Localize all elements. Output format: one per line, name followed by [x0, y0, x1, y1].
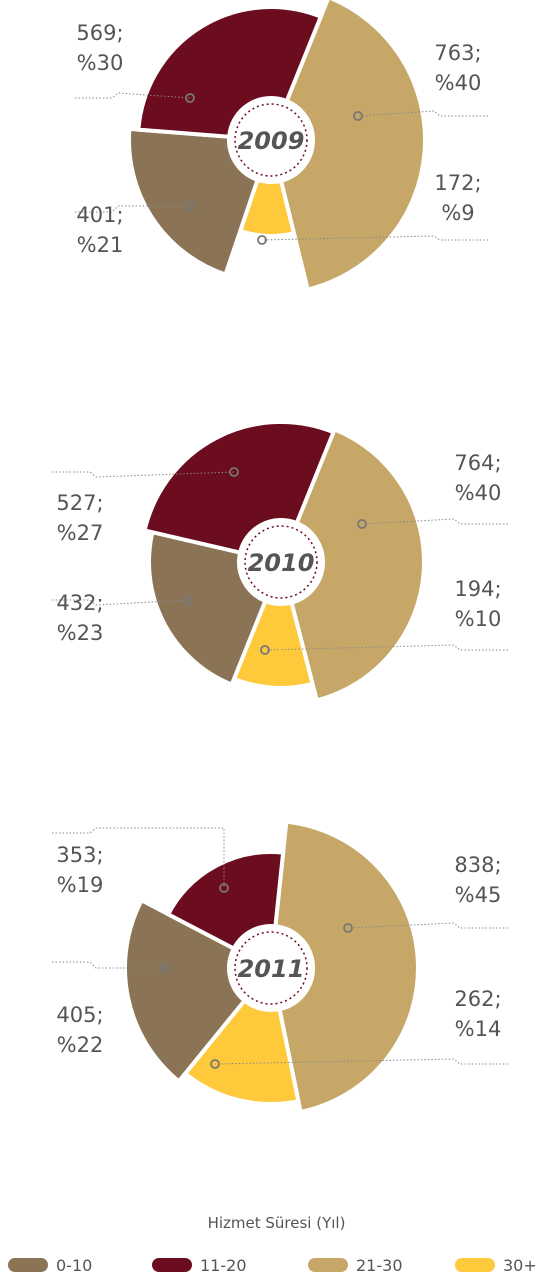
legend-swatch-21-30: [308, 1258, 348, 1272]
value-label-2010-0-10: 432;: [56, 591, 103, 615]
slice-2009-21-30: [278, 0, 427, 292]
slice-2011-21-30: [273, 819, 420, 1115]
percent-label-2010-0-10: %23: [57, 621, 104, 645]
value-label-2011-30plus: 262;: [454, 987, 501, 1011]
leader-line-2009-11-20: [75, 92, 191, 99]
slice-2011-0-10: [123, 897, 248, 1085]
leader-line-2009-30plus: [261, 235, 488, 241]
pie-chart-2011: 2011 405; %22 353; %19 838; %45 262; %14: [52, 819, 508, 1115]
leader-line-2011-21-30: [347, 922, 508, 929]
value-label-2010-30plus: 194;: [454, 577, 501, 601]
percent-label-2011-11-20: %19: [57, 873, 104, 897]
leader-dot-2010-0-10: [183, 595, 193, 605]
center-label-2009: 2009: [238, 127, 305, 155]
leader-line-2010-11-20: [52, 471, 235, 478]
leader-dot-2011-11-20: [219, 883, 229, 893]
center-ring-2010: [244, 525, 318, 599]
leader-line-2011-0-10: [52, 961, 165, 969]
legend-title: Hizmet Süresi (Yıl): [207, 1214, 346, 1232]
legend-item-11-20: 11-20: [152, 1252, 247, 1278]
leader-dot-2011-30plus: [210, 1059, 220, 1069]
legend-label-30plus: 30+: [503, 1255, 537, 1275]
value-label-2011-0-10: 405;: [56, 1003, 103, 1027]
leader-line-2010-21-30: [361, 518, 508, 525]
legend-swatch-30plus: [455, 1258, 495, 1272]
leader-line-2011-11-20: [52, 827, 225, 888]
percent-label-2010-21-30: %40: [455, 481, 502, 505]
legend-swatch-11-20: [152, 1258, 192, 1272]
percent-label-2009-0-10: %21: [77, 233, 124, 257]
legend-label-21-30: 21-30: [356, 1255, 403, 1275]
value-label-2010-21-30: 764;: [454, 451, 501, 475]
leader-dot-2011-0-10: [160, 963, 170, 973]
leader-dot-2009-0-10: [185, 201, 195, 211]
legend-item-30plus: 30+: [455, 1252, 537, 1278]
percent-label-2009-21-30: %40: [435, 71, 482, 95]
leader-dot-2010-21-30: [357, 519, 367, 529]
leader-line-2009-0-10: [75, 205, 190, 213]
center-hole-2009: [231, 100, 311, 180]
center-ring-2009: [234, 103, 308, 177]
legend-label-0-10: 0-10: [56, 1255, 93, 1275]
percent-label-2010-30plus: %10: [455, 607, 502, 631]
slice-2011-11-20: [165, 850, 286, 952]
slice-2009-11-20: [136, 5, 324, 139]
leader-line-2010-0-10: [52, 599, 189, 606]
value-label-2009-30plus: 172;: [434, 171, 481, 195]
value-label-2009-21-30: 763;: [434, 41, 481, 65]
legend-label-11-20: 11-20: [200, 1255, 247, 1275]
legend-swatch-0-10: [8, 1258, 48, 1272]
center-label-2010: 2010: [248, 549, 315, 577]
center-label-2011: 2011: [238, 955, 305, 983]
value-label-2009-11-20: 569;: [76, 21, 123, 45]
pie-chart-2010: 2010 432; %23 527; %27 764; %40 194; %10: [52, 420, 508, 703]
percent-label-2010-11-20: %27: [57, 521, 104, 545]
leader-dot-2010-30plus: [260, 645, 270, 655]
percent-label-2011-21-30: %45: [455, 883, 502, 907]
center-hole-2010: [241, 522, 321, 602]
center-hole-2011: [231, 928, 311, 1008]
leader-dot-2010-11-20: [229, 467, 239, 477]
value-label-2011-11-20: 353;: [56, 843, 103, 867]
slice-2009-0-10: [127, 126, 261, 278]
value-label-2009-0-10: 401;: [76, 203, 123, 227]
leader-dot-2009-21-30: [353, 111, 363, 121]
legend-item-0-10: 0-10: [8, 1252, 92, 1278]
percent-label-2009-11-20: %30: [77, 51, 124, 75]
slice-2010-11-20: [142, 420, 337, 555]
pie-chart-2009: 2009 401; %21 569; %30 763; %40 172; %9: [75, 0, 488, 292]
slice-2011-30plus: [182, 997, 301, 1107]
percent-label-2011-0-10: %22: [57, 1033, 104, 1057]
leader-line-2011-30plus: [214, 1058, 508, 1065]
percent-label-2011-30plus: %14: [455, 1017, 502, 1041]
slice-2010-0-10: [147, 529, 268, 688]
value-label-2011-21-30: 838;: [454, 853, 501, 877]
percent-label-2009-30plus: %9: [441, 201, 474, 225]
legend-item-21-30: 21-30: [308, 1252, 403, 1278]
leader-dot-2009-11-20: [185, 93, 195, 103]
legend: 0-10 11-20 21-30 30+: [0, 1252, 553, 1278]
slice-2010-21-30: [289, 426, 426, 703]
value-label-2010-11-20: 527;: [56, 491, 103, 515]
center-ring-2011: [234, 931, 308, 1005]
leader-dot-2009-30plus: [257, 235, 267, 245]
leader-dot-2011-21-30: [343, 923, 353, 933]
